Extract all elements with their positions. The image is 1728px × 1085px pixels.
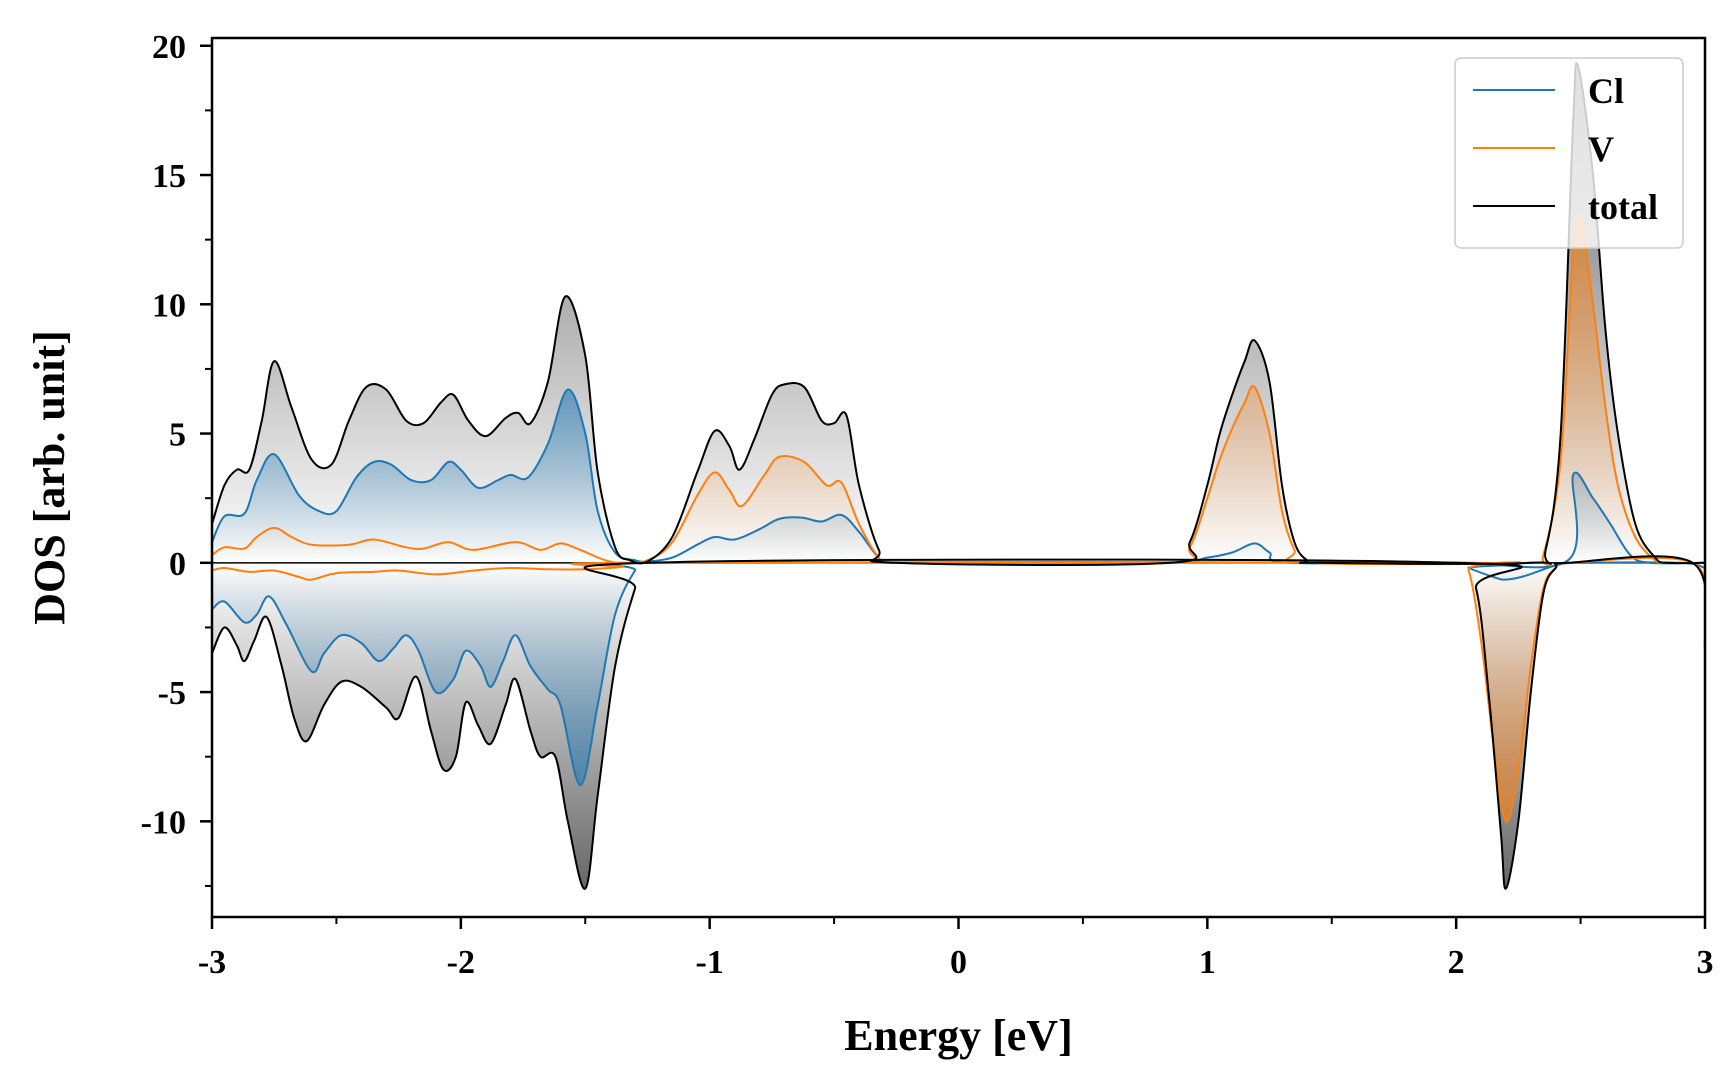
line-Cl-down	[212, 561, 1705, 787]
y-tick-label: 20	[152, 29, 186, 66]
line-total-down	[212, 555, 1705, 890]
legend-label-V: V	[1588, 129, 1614, 169]
x-tick-label: -3	[198, 944, 226, 981]
y-axis-ticks: -10 -5 0 5 10 15 20	[141, 29, 212, 887]
line-total-up	[212, 62, 1705, 566]
y-tick-label: 5	[169, 417, 186, 454]
x-tick-label: -1	[696, 944, 724, 981]
y-tick-label: 15	[152, 158, 186, 195]
x-tick-label: -2	[447, 944, 475, 981]
fill-Cl-down	[212, 562, 1705, 786]
x-axis-ticks: -3 -2 -1 0 1 2 3	[198, 917, 1714, 981]
line-V-up	[212, 213, 1705, 566]
y-axis-label: DOS [arb. unit]	[25, 330, 74, 625]
legend-box	[1454, 57, 1684, 249]
y-tick-label: 10	[152, 287, 186, 324]
x-axis-label: Energy [eV]	[844, 1011, 1073, 1060]
x-tick-label: 0	[950, 944, 967, 981]
x-tick-label: 3	[1697, 944, 1714, 981]
legend-label-Cl: Cl	[1588, 71, 1624, 111]
x-tick-label: 2	[1448, 944, 1465, 981]
y-tick-label: -5	[158, 675, 186, 712]
legend-label-total: total	[1588, 187, 1658, 227]
y-tick-label: -10	[141, 804, 186, 841]
y-tick-label: 0	[169, 546, 186, 583]
series-lines	[212, 62, 1705, 890]
fill-V-up	[212, 214, 1705, 565]
x-tick-label: 1	[1199, 944, 1216, 981]
